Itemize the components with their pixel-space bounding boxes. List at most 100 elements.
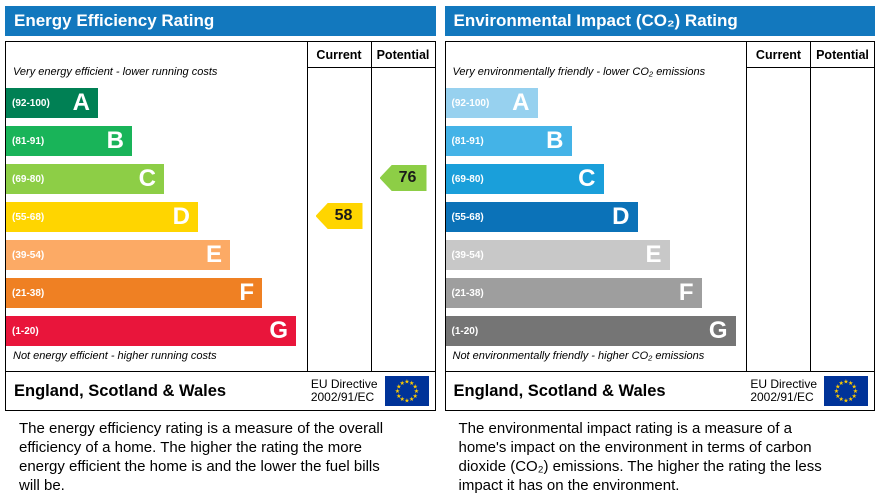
band-range-label: (92-100) xyxy=(451,97,490,109)
rating-band-g: (1-20) G xyxy=(445,316,736,346)
band-range-label: (21-38) xyxy=(451,287,484,299)
rating-band-row: (39-54) E xyxy=(445,236,747,274)
band-letter: B xyxy=(546,127,564,154)
rating-band-b: (81-91) B xyxy=(445,126,572,156)
rating-band-c: (69-80) C xyxy=(6,164,164,194)
region-label: England, Scotland & Wales xyxy=(453,381,666,400)
svg-text:★: ★ xyxy=(839,380,844,387)
band-range-label: (39-54) xyxy=(451,249,484,261)
current-rating-arrow: 58 xyxy=(315,203,363,229)
bottom-note: Not energy efficient - higher running co… xyxy=(13,350,217,362)
energy-efficiency-panel: Energy Efficiency Rating Very energy eff… xyxy=(5,6,436,494)
band-letter: F xyxy=(239,279,254,306)
svg-text:★: ★ xyxy=(409,396,414,403)
potential-column-header: Potential xyxy=(811,42,874,68)
rating-band-a: (92-100) A xyxy=(6,88,98,118)
band-range-label: (81-91) xyxy=(12,135,45,147)
svg-text:★: ★ xyxy=(412,393,417,400)
band-range-label: (92-100) xyxy=(12,97,50,109)
rating-chart: Very environmentally friendly - lower CO… xyxy=(444,41,875,411)
rating-band-e: (39-54) E xyxy=(445,240,670,270)
svg-text:★: ★ xyxy=(404,379,409,386)
bottom-note: Not environmentally friendly - higher CO… xyxy=(452,350,705,362)
eu-flag-icon: ★ ★★ ★★★ ★★★ ★★★ xyxy=(384,376,429,406)
rating-band-row: (92-100) A xyxy=(445,84,747,122)
svg-text:★: ★ xyxy=(848,396,853,403)
panel-description: The energy efficiency rating is a measur… xyxy=(19,420,384,494)
chart-footer: England, Scotland & Wales EU Directive 2… xyxy=(6,372,435,410)
band-letter: G xyxy=(269,317,288,344)
svg-text:★: ★ xyxy=(834,388,839,395)
svg-text:★: ★ xyxy=(396,393,401,400)
current-column: Current xyxy=(746,42,810,371)
svg-text:★: ★ xyxy=(396,383,401,390)
rating-band-a: (92-100) A xyxy=(445,88,538,118)
chart-footer: England, Scotland & Wales EU Directive 2… xyxy=(446,372,875,410)
rating-band-row: (1-20) G xyxy=(6,312,307,350)
rating-band-d: (55-68) D xyxy=(6,202,198,232)
rating-band-row: (69-80) C xyxy=(6,160,307,198)
svg-text:★: ★ xyxy=(843,398,848,405)
band-range-label: (69-80) xyxy=(12,173,45,185)
band-range-label: (81-91) xyxy=(451,135,484,147)
band-letter: E xyxy=(645,241,662,268)
band-letter: D xyxy=(612,203,630,230)
band-letter: D xyxy=(172,203,190,230)
svg-text:★: ★ xyxy=(399,380,404,387)
rating-band-row: (81-91) B xyxy=(6,122,307,160)
svg-text:★: ★ xyxy=(835,383,840,390)
rating-band-row: (69-80) C xyxy=(445,160,747,198)
band-letter: F xyxy=(678,279,694,306)
rating-band-row: (21-38) F xyxy=(445,274,747,312)
rating-band-b: (81-91) B xyxy=(6,126,132,156)
band-range-label: (1-20) xyxy=(451,325,479,337)
rating-band-row: (1-20) G xyxy=(445,312,747,350)
band-range-label: (69-80) xyxy=(451,173,484,185)
svg-text:★: ★ xyxy=(399,396,404,403)
panel-title: Environmental Impact (CO₂) Rating xyxy=(444,6,875,36)
rating-band-row: (39-54) E xyxy=(6,236,307,274)
band-list: (92-100) A (81-91) B (69-80) C (55-68) D (39-54)… xyxy=(445,84,747,350)
current-column-header: Current xyxy=(307,42,371,68)
rating-band-row: (21-38) F xyxy=(6,274,307,312)
band-letter: E xyxy=(205,241,222,268)
rating-band-e: (39-54) E xyxy=(6,240,230,270)
rating-band-row: (55-68) D xyxy=(445,198,747,236)
rating-band-f: (21-38) F xyxy=(445,278,702,308)
panel-title: Energy Efficiency Rating xyxy=(5,6,436,36)
band-range-label: (55-68) xyxy=(451,211,484,223)
svg-text:★: ★ xyxy=(394,388,399,395)
rating-band-row: (55-68) D xyxy=(6,198,307,236)
potential-column: Potential 76 xyxy=(370,42,435,371)
svg-text:★: ★ xyxy=(413,388,418,395)
eu-directive-label: EU Directive 2002/91/EC xyxy=(310,376,378,404)
svg-text:★: ★ xyxy=(852,393,857,400)
band-letter: C xyxy=(138,165,156,192)
svg-text:★: ★ xyxy=(853,388,858,395)
svg-text:★: ★ xyxy=(412,383,417,390)
rating-band-c: (69-80) C xyxy=(445,164,604,194)
potential-column: Potential xyxy=(810,42,874,371)
svg-text:★: ★ xyxy=(848,380,853,387)
band-letter: G xyxy=(708,317,728,344)
rating-band-d: (55-68) D xyxy=(445,202,638,232)
panel-description: The environmental impact rating is a mea… xyxy=(458,420,822,494)
band-range-label: (39-54) xyxy=(12,249,45,261)
current-column-header: Current xyxy=(747,42,810,68)
potential-column-header: Potential xyxy=(371,42,435,68)
svg-text:★: ★ xyxy=(409,380,414,387)
svg-text:★: ★ xyxy=(404,398,409,405)
band-range-label: (1-20) xyxy=(12,325,39,337)
current-column: Current 58 xyxy=(306,42,371,371)
environmental-impact-panel: Environmental Impact (CO₂) Rating Very e… xyxy=(444,6,875,494)
rating-band-row: (92-100) A xyxy=(6,84,307,122)
eu-flag-icon: ★ ★★ ★★★ ★★★ ★★★ xyxy=(824,376,868,406)
rating-band-row: (81-91) B xyxy=(445,122,747,160)
band-range-label: (21-38) xyxy=(12,287,45,299)
svg-text:★: ★ xyxy=(835,393,840,400)
top-note: Very environmentally friendly - lower CO… xyxy=(452,66,706,78)
svg-text:★: ★ xyxy=(843,379,848,386)
eu-directive-label: EU Directive 2002/91/EC xyxy=(750,376,817,404)
potential-rating-arrow: 76 xyxy=(379,165,427,191)
